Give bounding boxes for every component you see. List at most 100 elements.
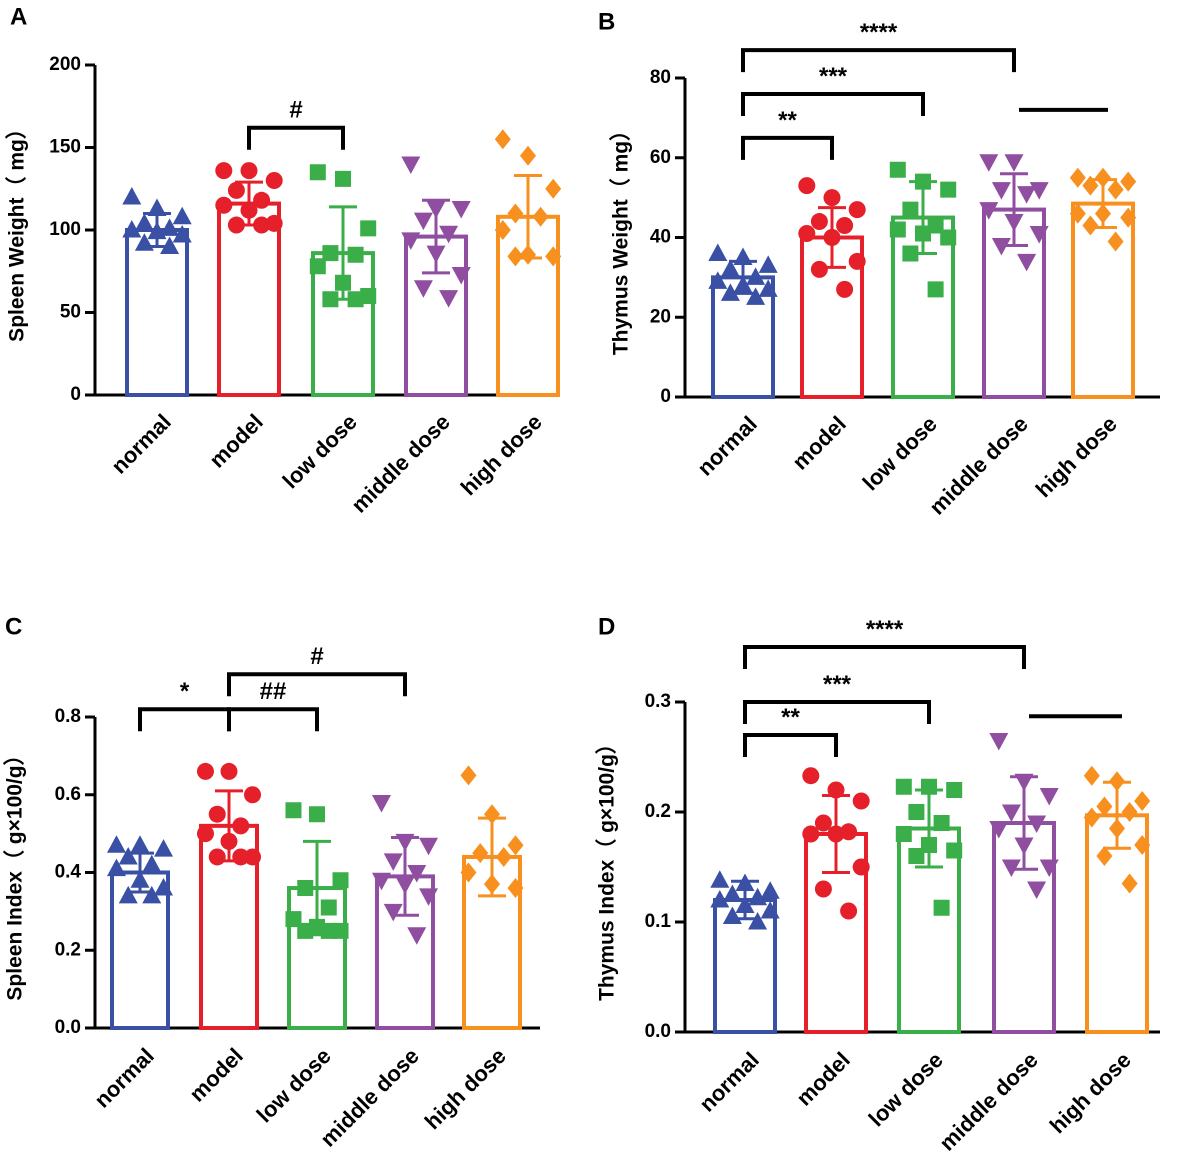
data-point [810,213,828,231]
data-point [495,846,512,867]
significance-label: **** [866,616,904,643]
data-point [147,221,167,240]
x-tick-label: high dose [1031,411,1122,502]
data-point [1109,818,1125,839]
data-point [484,804,500,825]
data-point [979,154,999,172]
data-point [297,922,314,939]
data-point [1029,226,1049,244]
y-axis-label: Thymus Weight（ mg） [609,120,633,355]
series-model [798,177,866,399]
data-point [142,854,162,873]
data-point [760,881,780,899]
data-point [439,290,459,308]
bar-normal [125,228,189,397]
data-point [902,201,919,218]
y-tick-label: 200 [49,54,81,75]
x-tick-label: low dose [278,409,362,493]
data-point [1134,835,1151,855]
data-point [172,224,192,243]
data-point [814,880,832,898]
data-point [1014,837,1034,855]
data-point [722,884,742,902]
data-point [160,236,180,254]
data-point [265,214,283,232]
data-point [1014,773,1034,792]
data-point [979,202,999,220]
data-point [208,805,226,823]
data-point [748,912,768,930]
bar-normal [110,870,170,1030]
data-point [413,280,433,298]
data-point [297,880,314,897]
data-point [798,177,816,195]
y-tick-label: 60 [650,147,671,168]
data-point [244,848,262,866]
data-point [748,887,768,906]
data-point [1121,802,1138,822]
data-point [1083,765,1100,786]
data-point [309,164,326,181]
data-point [1083,807,1100,828]
x-tick-label: low dose [864,1047,948,1131]
data-point [722,906,742,924]
data-point [991,182,1011,200]
data-point [244,786,262,804]
data-point [494,129,511,150]
data-point [708,243,728,261]
data-point [371,795,391,813]
series-low-dose [895,778,963,1034]
y-tick-label: 50 [60,302,81,323]
significance-label: ## [260,678,287,705]
data-point [460,765,477,786]
data-point [710,870,730,888]
x-tick-label: normal [106,409,176,479]
data-point [921,837,937,853]
data-point [1004,154,1024,172]
data-point [1027,815,1047,833]
data-point [106,858,126,877]
data-point [118,846,138,865]
data-point [798,225,816,243]
data-point [507,878,524,899]
data-point [347,291,364,308]
significance-bracket [247,125,345,150]
y-tick-label: 150 [49,137,81,158]
data-point [1121,873,1138,894]
significance-label: **** [860,19,898,46]
series-low-dose [285,802,349,1030]
data-point [940,229,957,246]
data-point [215,162,233,180]
x-tick-label: normal [89,1043,159,1113]
data-point [383,903,403,922]
data-point [1069,203,1086,224]
data-point [172,206,192,225]
y-tick-label: 0.2 [645,801,671,822]
data-point [802,767,820,785]
data-point [823,189,841,207]
data-point [710,890,730,908]
significance-label: ** [781,704,800,731]
data-point [836,280,854,298]
data-point [946,842,963,859]
data-point [1096,846,1113,866]
data-point [758,279,778,297]
data-point [1017,253,1037,272]
series-middle-dose [989,733,1059,1034]
series-normal [122,187,192,397]
data-point [494,220,511,240]
data-point [720,259,740,277]
y-tick-label: 40 [650,227,671,248]
x-tick-label: middle dose [934,1047,1042,1155]
data-point [253,216,271,234]
significance-label: *** [823,671,852,698]
data-point [848,252,866,270]
significance-bracket [227,707,319,732]
series-middle-dose [371,795,439,1031]
data-point [989,821,1009,839]
x-tick-label: high dose [1045,1047,1136,1138]
data-point [196,825,214,843]
y-axis-label: Spleen Weight（ mg） [5,118,29,342]
data-point [208,848,226,866]
significance-bracket [741,91,925,116]
